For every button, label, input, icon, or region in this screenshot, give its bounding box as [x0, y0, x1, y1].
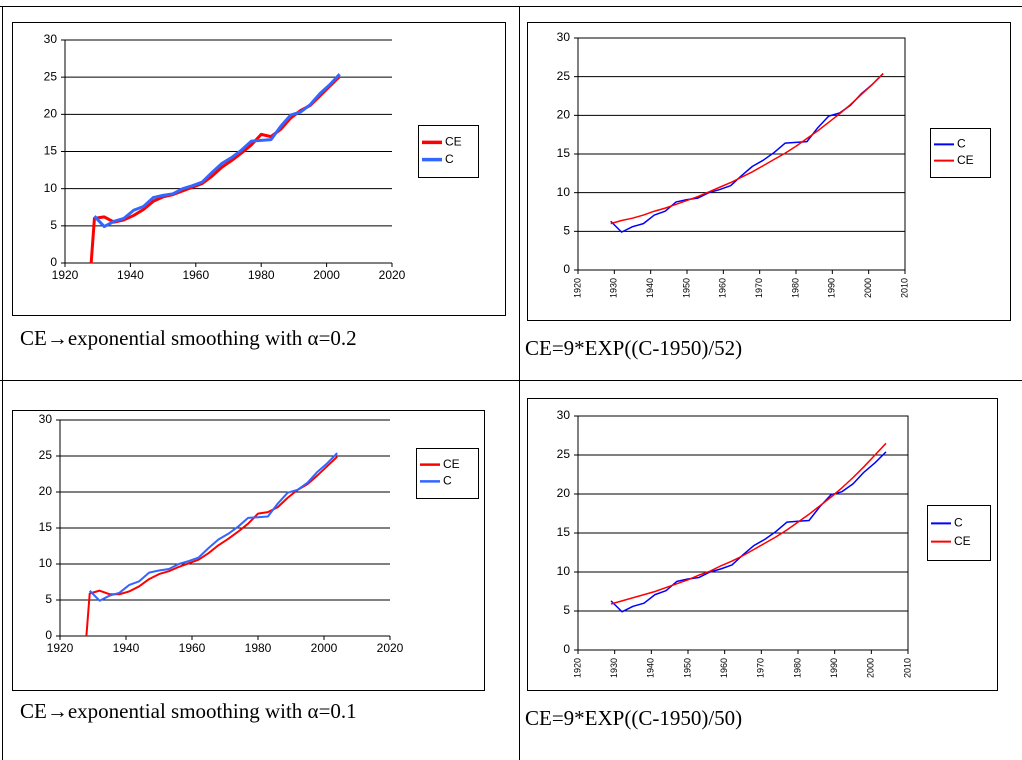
y-tick-label: 0 [563, 642, 570, 656]
legend-label: CE [954, 534, 971, 548]
y-tick-label: 10 [44, 181, 58, 195]
x-tick-label: 1990 [829, 658, 839, 678]
y-tick-label: 30 [44, 32, 58, 46]
x-tick-label: 1990 [827, 278, 837, 298]
caption: CE→exponential smoothing with α=0.1 [20, 699, 357, 723]
x-tick-label: 2010 [902, 658, 912, 678]
x-tick-label: 1970 [754, 278, 764, 298]
x-tick-label: 1940 [117, 268, 144, 282]
caption: CE=9*EXP((C-1950)/50) [525, 706, 742, 730]
y-tick-label: 10 [557, 564, 571, 578]
y-tick-label: 15 [557, 146, 571, 160]
x-tick-label: 1960 [719, 658, 729, 678]
y-tick-label: 5 [45, 592, 52, 606]
y-tick-label: 5 [563, 224, 570, 238]
x-tick-label: 1960 [182, 268, 209, 282]
legend-label: C [954, 516, 963, 530]
y-tick-label: 20 [557, 486, 571, 500]
x-tick-label: 2000 [313, 268, 340, 282]
y-tick-label: 0 [45, 628, 52, 642]
x-tick-label: 2000 [863, 278, 873, 298]
y-tick-label: 5 [563, 603, 570, 617]
chart: 0 5 10 15 20 25 30 1920 1930 1940 1950 1960 1970 1980… [525, 22, 1011, 360]
x-tick-label: 2000 [311, 641, 338, 655]
x-tick-label: 1920 [52, 268, 79, 282]
x-tick-label: 1960 [718, 278, 728, 298]
y-tick-label: 0 [50, 255, 57, 269]
x-tick-label: 1920 [572, 278, 582, 298]
legend-box [418, 125, 479, 178]
legend-label: C [957, 137, 966, 151]
legend-label: C [443, 474, 452, 488]
caption: CE→exponential smoothing with α=0.2 [20, 326, 357, 350]
chart: 0 5 10 15 20 25 30 1920 1940 1960 1980 2000 2020 CE C C… [12, 22, 506, 350]
y-tick-label: 15 [44, 144, 58, 158]
legend-label: C [445, 152, 454, 166]
series-line [93, 73, 341, 229]
legend-box [416, 448, 479, 499]
y-tick-label: 20 [39, 484, 53, 498]
y-tick-label: 25 [557, 447, 571, 461]
y-tick-label: 15 [557, 525, 571, 539]
series-line [610, 73, 884, 233]
x-tick-label: 1930 [609, 278, 619, 298]
y-tick-label: 30 [557, 408, 571, 422]
x-tick-label: 2020 [377, 641, 404, 655]
legend-label: CE [445, 135, 462, 149]
legend-label: CE [443, 457, 460, 471]
series-line [610, 73, 884, 225]
y-tick-label: 5 [50, 218, 57, 232]
table-borders [0, 6, 1022, 760]
x-tick-label: 1980 [792, 658, 802, 678]
legend-box [930, 128, 991, 178]
x-tick-label: 1920 [572, 658, 582, 678]
y-tick-label: 25 [44, 69, 58, 83]
x-tick-label: 1930 [609, 658, 619, 678]
x-tick-label: 1980 [245, 641, 272, 655]
y-tick-label: 30 [39, 412, 53, 426]
series-line [610, 451, 887, 613]
y-tick-label: 25 [39, 448, 53, 462]
x-tick-label: 1920 [47, 641, 74, 655]
y-tick-label: 25 [557, 69, 571, 83]
y-tick-label: 10 [39, 556, 53, 570]
x-tick-label: 2020 [379, 268, 406, 282]
legend-box [927, 505, 991, 561]
x-tick-label: 1940 [113, 641, 140, 655]
x-tick-label: 1940 [646, 658, 656, 678]
series-line [88, 452, 338, 602]
x-tick-label: 1980 [790, 278, 800, 298]
x-tick-label: 2010 [899, 278, 909, 298]
chart: 0 5 10 15 20 25 30 1920 1930 1940 1950 1960 1970 1980… [525, 398, 998, 730]
chart: 0 5 10 15 20 25 30 1920 1940 1960 1980 2000 2020 CE C C… [12, 410, 485, 723]
x-tick-label: 1980 [248, 268, 275, 282]
y-tick-label: 10 [557, 185, 571, 199]
x-tick-label: 2000 [866, 658, 876, 678]
legend-label: CE [957, 153, 974, 167]
x-tick-label: 1970 [756, 658, 766, 678]
x-tick-label: 1950 [682, 658, 692, 678]
y-tick-label: 15 [39, 520, 53, 534]
y-tick-label: 20 [557, 108, 571, 122]
x-tick-label: 1950 [681, 278, 691, 298]
y-tick-label: 0 [563, 262, 570, 276]
caption: CE=9*EXP((C-1950)/52) [525, 336, 742, 360]
y-tick-label: 20 [44, 107, 58, 121]
y-tick-label: 30 [557, 30, 571, 44]
x-tick-label: 1960 [179, 641, 206, 655]
series-line [610, 442, 887, 605]
x-tick-label: 1940 [645, 278, 655, 298]
series-line [85, 455, 338, 637]
